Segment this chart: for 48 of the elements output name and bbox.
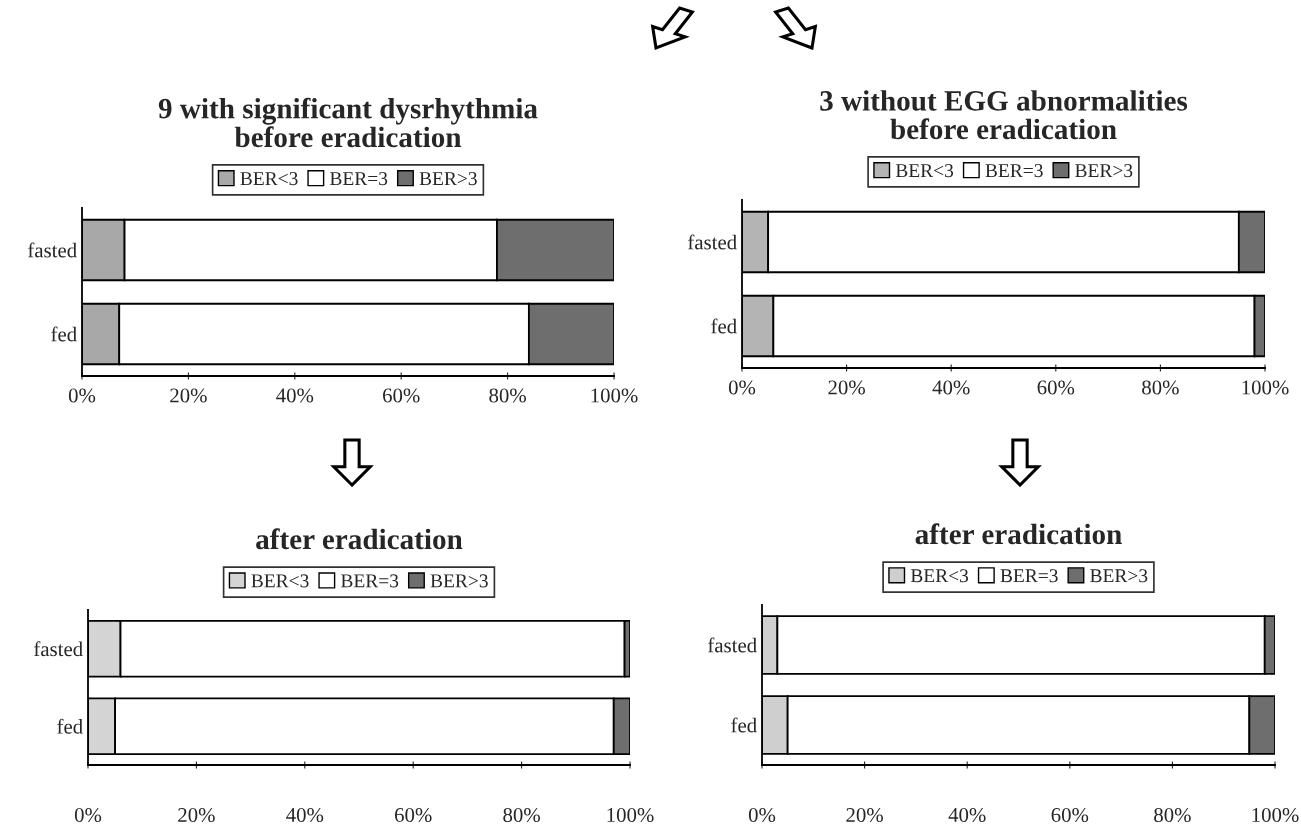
x-tick-label: 80% bbox=[503, 807, 540, 823]
x-tick-label: 60% bbox=[395, 807, 432, 823]
chart-title: after eradication bbox=[256, 528, 463, 550]
legend-label: BER<3 bbox=[240, 172, 298, 186]
x-tick-label: 20% bbox=[846, 807, 883, 823]
x-tick-label: 20% bbox=[828, 380, 865, 395]
y-tick-label: fed bbox=[57, 718, 83, 734]
legend-label: BER=3 bbox=[330, 172, 388, 186]
x-tick-label: 80% bbox=[1142, 380, 1179, 395]
y-tick-label: fed bbox=[51, 326, 77, 342]
chart-title: 3 without EGG abnormalities before eradication bbox=[820, 90, 1188, 140]
y-tick-label: fasted bbox=[688, 234, 737, 250]
x-tick-label: 100% bbox=[1252, 807, 1299, 823]
chart-title: after eradication bbox=[915, 523, 1122, 545]
x-tick-label: 40% bbox=[948, 807, 986, 823]
x-tick-label: 20% bbox=[178, 807, 215, 823]
legend-label: BER<3 bbox=[251, 574, 309, 588]
legend-label: BER>3 bbox=[1090, 569, 1148, 583]
legend-label: BER<3 bbox=[910, 569, 969, 583]
x-tick-label: 60% bbox=[383, 388, 420, 403]
legend-label: BER=3 bbox=[985, 164, 1043, 178]
x-tick-label: 100% bbox=[591, 388, 638, 403]
x-tick-label: 0% bbox=[728, 380, 756, 395]
x-tick-label: 60% bbox=[1037, 380, 1075, 395]
chart-title: 9 with significant dysrhythmia before eradication bbox=[158, 97, 538, 148]
x-tick-label: 20% bbox=[170, 388, 207, 403]
y-tick-label: fasted bbox=[34, 641, 83, 657]
x-tick-label: 80% bbox=[489, 388, 526, 403]
y-tick-label: fed bbox=[711, 318, 737, 334]
x-tick-label: 100% bbox=[1242, 380, 1289, 395]
x-tick-label: 40% bbox=[932, 380, 970, 395]
legend-label: BER>3 bbox=[419, 172, 477, 186]
x-tick-label: 40% bbox=[286, 807, 324, 823]
y-tick-label: fasted bbox=[708, 637, 757, 653]
x-tick-label: 0% bbox=[74, 807, 102, 823]
x-tick-label: 40% bbox=[276, 388, 314, 403]
x-tick-label: 0% bbox=[68, 388, 96, 403]
legend-label: BER>3 bbox=[1075, 164, 1133, 178]
legend-label: BER=3 bbox=[341, 574, 399, 588]
x-tick-label: 100% bbox=[607, 807, 654, 823]
x-tick-label: 0% bbox=[748, 807, 776, 823]
y-tick-label: fed bbox=[731, 717, 757, 733]
x-tick-label: 80% bbox=[1154, 807, 1191, 823]
y-tick-label: fasted bbox=[28, 242, 77, 258]
x-tick-label: 60% bbox=[1051, 807, 1089, 823]
legend-label: BER<3 bbox=[895, 164, 954, 178]
legend-label: BER=3 bbox=[1000, 569, 1058, 583]
legend-label: BER>3 bbox=[430, 574, 488, 588]
